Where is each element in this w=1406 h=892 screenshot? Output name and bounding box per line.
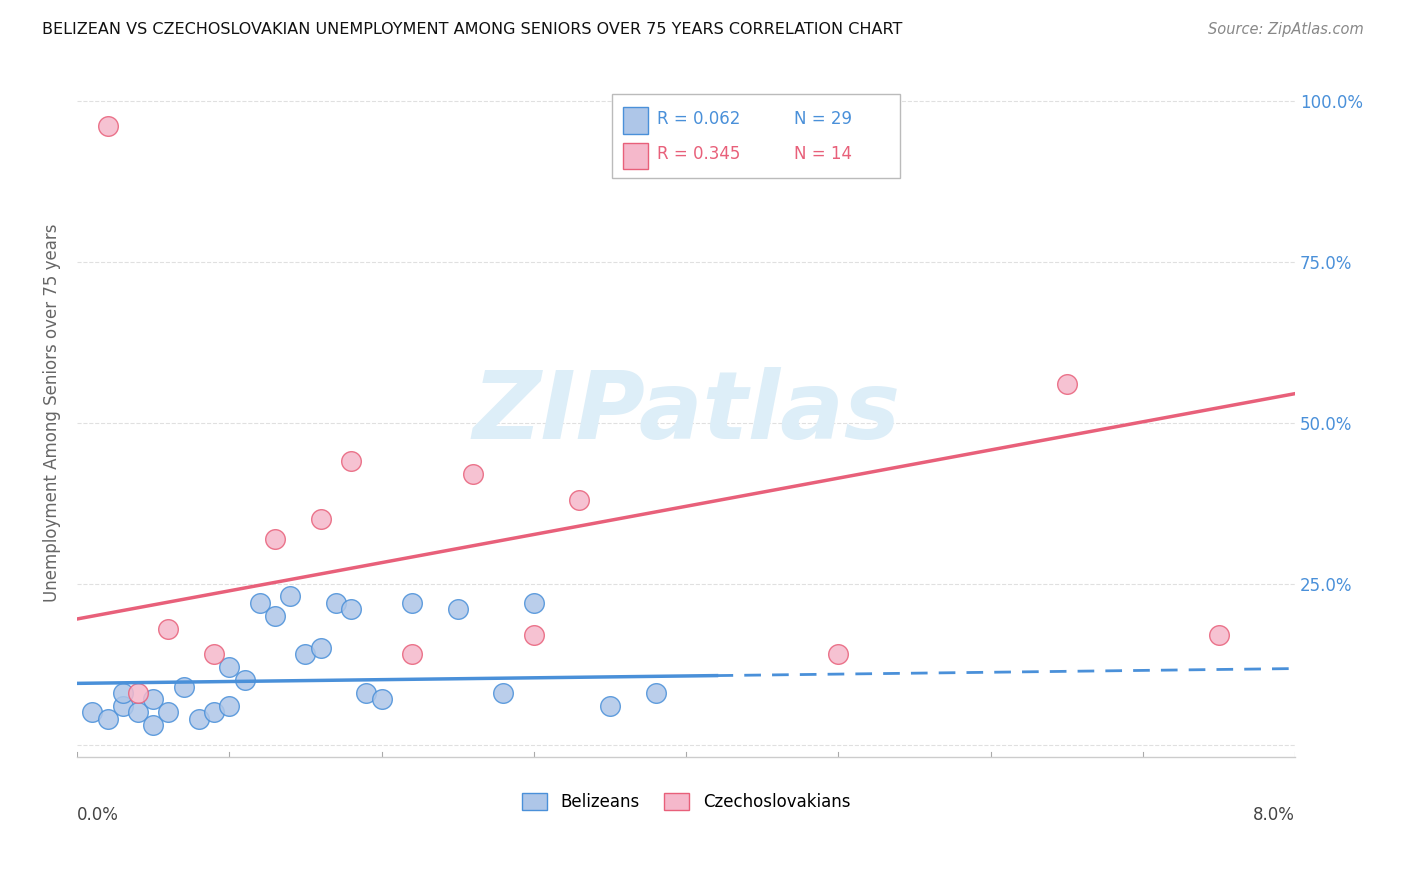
Point — [401, 648, 423, 662]
Point — [218, 660, 240, 674]
Text: R = 0.062: R = 0.062 — [657, 110, 740, 128]
Point — [644, 686, 666, 700]
Point — [447, 602, 470, 616]
Point — [309, 512, 332, 526]
Point — [325, 596, 347, 610]
Text: N = 14: N = 14 — [794, 145, 852, 163]
Point — [157, 706, 180, 720]
Point — [340, 454, 363, 468]
Point — [827, 648, 849, 662]
Point — [202, 648, 225, 662]
Point — [370, 692, 392, 706]
Text: ZIPatlas: ZIPatlas — [472, 367, 900, 459]
Point — [218, 698, 240, 713]
Point — [111, 698, 134, 713]
Text: Source: ZipAtlas.com: Source: ZipAtlas.com — [1208, 22, 1364, 37]
Point — [356, 686, 378, 700]
Point — [492, 686, 515, 700]
Point — [1208, 628, 1230, 642]
Legend: Belizeans, Czechoslovakians: Belizeans, Czechoslovakians — [515, 787, 856, 818]
Point — [233, 673, 256, 687]
Point — [96, 120, 118, 134]
Point — [340, 602, 363, 616]
Text: BELIZEAN VS CZECHOSLOVAKIAN UNEMPLOYMENT AMONG SENIORS OVER 75 YEARS CORRELATION: BELIZEAN VS CZECHOSLOVAKIAN UNEMPLOYMENT… — [42, 22, 903, 37]
Point — [127, 686, 149, 700]
Point — [142, 718, 165, 732]
Point — [127, 706, 149, 720]
Point — [309, 640, 332, 655]
Point — [599, 698, 621, 713]
Point — [142, 692, 165, 706]
Point — [523, 628, 546, 642]
Point — [173, 680, 195, 694]
Point — [523, 596, 546, 610]
Point — [187, 712, 209, 726]
Point — [294, 648, 316, 662]
Point — [278, 590, 301, 604]
Point — [1056, 376, 1078, 391]
Point — [82, 706, 104, 720]
Point — [264, 608, 287, 623]
Point — [401, 596, 423, 610]
Y-axis label: Unemployment Among Seniors over 75 years: Unemployment Among Seniors over 75 years — [44, 224, 60, 602]
Point — [249, 596, 271, 610]
Point — [96, 712, 118, 726]
Text: N = 29: N = 29 — [794, 110, 852, 128]
Point — [461, 467, 484, 482]
Point — [264, 532, 287, 546]
Point — [202, 706, 225, 720]
Point — [111, 686, 134, 700]
Text: R = 0.345: R = 0.345 — [657, 145, 740, 163]
Point — [568, 492, 591, 507]
Point — [157, 622, 180, 636]
Text: 8.0%: 8.0% — [1253, 805, 1295, 823]
Text: 0.0%: 0.0% — [77, 805, 120, 823]
